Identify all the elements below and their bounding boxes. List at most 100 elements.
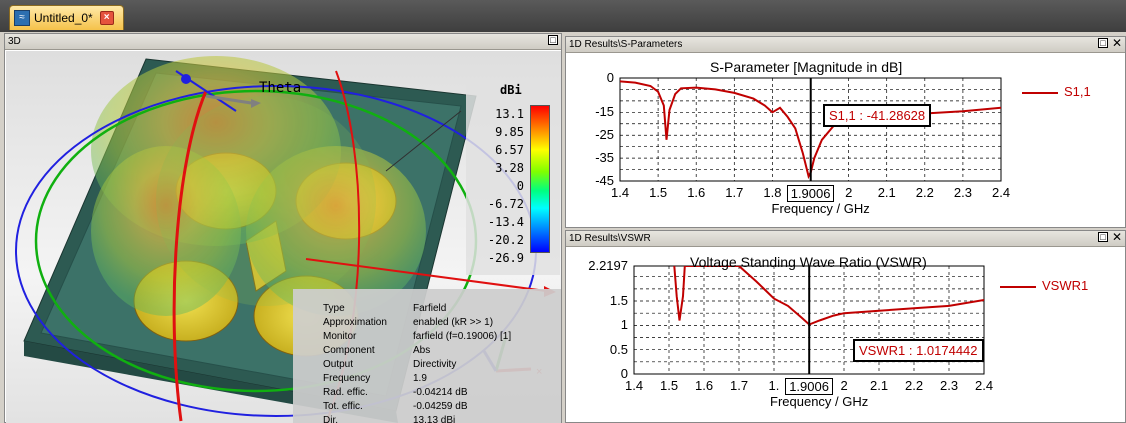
- close-icon[interactable]: ✕: [1112, 36, 1123, 50]
- x-tick-label: 2.1: [877, 185, 896, 200]
- x-tick-label: 1.5: [649, 185, 668, 200]
- info-row: Monitor farfield (f=0.19006) [1]: [323, 331, 511, 342]
- y-tick-label: 0: [606, 70, 614, 85]
- y-tick-label: 1.5: [609, 293, 628, 309]
- series-line: [673, 266, 984, 326]
- colorbar-tick: 3.28: [495, 161, 524, 175]
- x-tick-label: 2.4: [992, 185, 1011, 200]
- theta-label: Theta: [259, 80, 302, 96]
- info-row: Dir. 13.13 dBi: [323, 415, 455, 423]
- info-value: -0.04259 dB: [413, 401, 468, 412]
- x-tick-label: 2: [840, 378, 848, 393]
- panel-3d-header: 3D □: [5, 34, 561, 50]
- y-tick-label: 0.5: [609, 341, 628, 357]
- x-axis-label: Frequency / GHz: [770, 394, 869, 409]
- x-tick-label: 2.2: [905, 378, 924, 393]
- info-key: Type: [323, 303, 345, 314]
- x-marker-value: 1.9006: [786, 185, 835, 202]
- info-row: Component Abs: [323, 345, 430, 356]
- info-key: Component: [323, 345, 375, 356]
- colorbar-gradient: [530, 105, 550, 253]
- x-tick-label: 1.4: [625, 378, 644, 393]
- y-tick-label: 2.2197: [588, 258, 628, 273]
- close-icon[interactable]: ✕: [1112, 230, 1123, 244]
- tab-close-icon[interactable]: ×: [99, 11, 114, 25]
- farfield-info-box: Type Farfield Approximation enabled (kR >> …: [293, 289, 561, 423]
- panel-3d-title: 3D: [8, 36, 21, 47]
- x-tick-label: 1.6: [687, 185, 706, 200]
- info-row: Frequency 1.9: [323, 373, 427, 384]
- y-tick-label: 0: [620, 366, 628, 381]
- vswr-header: 1D Results\VSWR □ ✕: [566, 231, 1125, 247]
- legend-label: VSWR1: [1042, 278, 1089, 293]
- sparam-header: 1D Results\S-Parameters □ ✕: [566, 37, 1125, 53]
- legend-swatch: [1000, 286, 1036, 288]
- legend-label: S1,1: [1064, 84, 1091, 99]
- sparam-header-title: 1D Results\S-Parameters: [569, 39, 683, 50]
- panel-3d-view: 3D □: [4, 33, 562, 423]
- info-key: Approximation: [323, 317, 387, 328]
- radiation-pattern: [91, 56, 426, 316]
- colorbar-unit: dBi: [500, 83, 522, 97]
- colorbar-tick: -13.4: [487, 215, 524, 229]
- info-value: Farfield: [413, 303, 447, 314]
- x-tick-label: 1.7: [730, 378, 749, 393]
- info-value: Directivity: [413, 359, 457, 370]
- info-key: Monitor: [323, 331, 357, 342]
- maximize-icon[interactable]: □: [1098, 232, 1108, 242]
- colorbar-tick: 9.85: [495, 125, 524, 139]
- panel-sparameters: 1D Results\S-Parameters □ ✕ S-Parameter …: [565, 36, 1126, 228]
- x-tick-label: 2.2: [915, 185, 934, 200]
- marker-readout: S1,1 : -41.28628: [823, 104, 932, 127]
- info-value: 1.9: [413, 373, 427, 384]
- x-tick-label: 2.3: [953, 185, 972, 200]
- info-row: Rad. effic. -0.04214 dB: [323, 387, 468, 398]
- info-key: Dir.: [323, 415, 338, 423]
- colorbar-legend: dBi 13.1 9.85 6.57 3.28 0 -6.72 -13.4 -2…: [466, 79, 560, 275]
- colorbar-tick: 0: [516, 179, 524, 193]
- y-tick-label: -35: [595, 150, 614, 166]
- chart-title: Voltage Standing Wave Ratio (VSWR): [690, 254, 927, 270]
- marker-readout: VSWR1 : 1.0174442: [853, 339, 984, 362]
- maximize-icon[interactable]: □: [548, 35, 558, 45]
- colorbar-tick: 13.1: [495, 107, 524, 121]
- document-tab-bar: ≈ Untitled_0* ×: [0, 0, 1126, 32]
- info-key: Output: [323, 359, 354, 370]
- x-tick-label: 2.4: [975, 378, 994, 393]
- chart-title: S-Parameter [Magnitude in dB]: [710, 59, 903, 75]
- tab-title: Untitled_0*: [34, 11, 93, 25]
- tab-untitled[interactable]: ≈ Untitled_0* ×: [9, 5, 124, 30]
- y-tick-label: -15: [595, 104, 614, 120]
- info-key: Frequency: [323, 373, 371, 384]
- colorbar-tick: -26.9: [487, 251, 524, 265]
- info-row: Approximation enabled (kR >> 1): [323, 317, 493, 328]
- x-tick-label: 2: [845, 185, 853, 200]
- colorbar-tick: 6.57: [495, 143, 524, 157]
- info-row: Output Directivity: [323, 359, 456, 370]
- x-tick-label: 1.6: [695, 378, 714, 393]
- colorbar-tick: -6.72: [487, 197, 524, 211]
- maximize-icon[interactable]: □: [1098, 38, 1108, 48]
- vswr-chart[interactable]: Voltage Standing Wave Ratio (VSWR) 2.2197…: [566, 248, 1125, 422]
- info-value: -0.04214 dB: [413, 387, 468, 398]
- farfield-3d-viewport[interactable]: × Theta dBi 13.1 9.85 6.57 3.28 0 -6.72 …: [6, 51, 561, 423]
- info-row: Type Farfield: [323, 303, 446, 314]
- cst-app-icon: ≈: [14, 10, 30, 26]
- x-tick-label: 2.3: [940, 378, 959, 393]
- vswr-header-title: 1D Results\VSWR: [569, 233, 651, 244]
- info-row: Tot. effic. -0.04259 dB: [323, 401, 468, 412]
- panel-vswr: 1D Results\VSWR □ ✕ Voltage Standing Wav…: [565, 230, 1126, 423]
- colorbar-tick: -20.2: [487, 233, 524, 247]
- sparam-chart[interactable]: S-Parameter [Magnitude in dB] 0 -15 -25 -35 -…: [566, 54, 1125, 227]
- y-tick-label: -25: [595, 127, 614, 143]
- info-key: Tot. effic.: [323, 401, 363, 412]
- x-tick-label: 2.1: [870, 378, 889, 393]
- x-tick-label: 1.: [768, 378, 780, 393]
- info-value: 13.13 dBi: [413, 415, 456, 423]
- y-tick-label: -45: [595, 173, 614, 188]
- legend-swatch: [1022, 92, 1058, 94]
- info-value: farfield (f=0.19006) [1]: [413, 331, 512, 342]
- info-value: enabled (kR >> 1): [413, 317, 494, 328]
- x-tick-label: 1.4: [611, 185, 630, 200]
- x-tick-label: 1.5: [660, 378, 679, 393]
